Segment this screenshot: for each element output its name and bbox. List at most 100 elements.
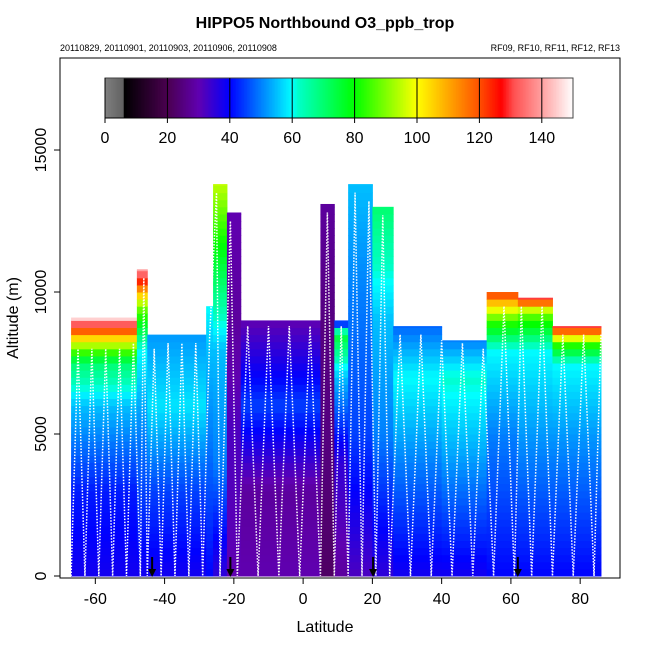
heatmap-cell: [206, 306, 214, 314]
heatmap-cell: [206, 519, 214, 527]
heatmap-cell: [226, 469, 242, 478]
colorbar-swatch: [275, 78, 277, 118]
heatmap-cell: [348, 469, 373, 478]
heatmap-cell: [372, 327, 394, 336]
heatmap-cell: [226, 554, 242, 563]
heatmap-cell: [226, 512, 242, 520]
colorbar-swatch: [510, 78, 513, 118]
heatmap-cell: [147, 398, 207, 407]
heatmap-cell: [441, 483, 488, 492]
colorbar-swatch: [509, 78, 511, 118]
heatmap-cell: [441, 547, 488, 556]
heatmap-cell: [517, 405, 553, 414]
colorbar-swatch: [150, 78, 153, 118]
colorbar-swatch: [504, 78, 507, 118]
heatmap-cell: [372, 398, 394, 407]
heatmap-cell: [393, 469, 443, 478]
heatmap-cell: [393, 341, 443, 350]
heatmap-cell: [213, 221, 228, 229]
heatmap-cell: [348, 561, 373, 570]
colorbar-swatch: [125, 78, 128, 118]
colorbar-swatch: [209, 78, 212, 118]
heatmap-cell: [226, 497, 242, 506]
colorbar-swatch: [222, 78, 224, 118]
heatmap-cell: [240, 497, 321, 506]
heatmap-cell: [226, 363, 242, 371]
heatmap-cell: [372, 277, 394, 286]
heatmap-cell: [334, 348, 349, 357]
heatmap-cell: [348, 490, 373, 499]
colorbar-swatch: [448, 78, 451, 118]
heatmap-cell: [552, 526, 602, 534]
colorbar-swatch: [449, 78, 452, 118]
heatmap-cell: [334, 370, 349, 378]
heatmap-cell: [517, 297, 553, 300]
heatmap-cell: [441, 426, 488, 435]
colorbar-swatch: [197, 78, 199, 118]
colorbar-swatch: [348, 78, 351, 118]
colorbar-swatch: [443, 78, 446, 118]
heatmap-cell: [372, 568, 394, 577]
colorbar-swatch: [179, 78, 182, 118]
heatmap-cell: [147, 426, 207, 435]
heatmap-cell: [226, 320, 242, 329]
heatmap-cell: [372, 441, 394, 449]
heatmap-cell: [334, 469, 349, 478]
colorbar-swatch: [401, 78, 404, 118]
colorbar-swatch: [516, 78, 519, 118]
heatmap-cell: [213, 199, 228, 208]
heatmap-cell: [320, 334, 335, 343]
heatmap-cell: [240, 512, 321, 520]
heatmap-cell: [517, 441, 553, 449]
colorbar-swatch: [218, 78, 221, 118]
colorbar-swatch: [440, 78, 443, 118]
heatmap-cell: [334, 398, 349, 407]
colorbar-swatch: [120, 78, 123, 118]
colorbar-tick-label: 40: [221, 130, 239, 147]
heatmap-cell: [136, 299, 148, 307]
heatmap-cell: [136, 270, 148, 279]
heatmap-cell: [372, 320, 394, 329]
heatmap-cell: [213, 363, 228, 371]
heatmap-cell: [348, 363, 373, 371]
heatmap-cell: [441, 476, 488, 485]
heatmap-cell: [486, 426, 519, 435]
heatmap-cell: [226, 405, 242, 414]
x-tick-label: 20: [363, 591, 381, 608]
heatmap-cell: [393, 547, 443, 556]
heatmap-cell: [334, 561, 349, 570]
heatmap-cell: [372, 306, 394, 314]
heatmap-cell: [348, 391, 373, 400]
heatmap-cell: [517, 363, 553, 371]
heatmap-cell: [320, 284, 335, 293]
heatmap-cell: [320, 242, 335, 250]
heatmap-cell: [552, 405, 602, 414]
heatmap-cell: [226, 540, 242, 549]
heatmap-cell: [348, 292, 373, 300]
colorbar-swatch: [126, 78, 129, 118]
colorbar-swatch: [250, 78, 253, 118]
arrow-marker-head: [369, 569, 378, 577]
colorbar-swatch: [462, 78, 465, 118]
heatmap-cell: [226, 341, 242, 350]
colorbar-swatch: [331, 78, 334, 118]
heatmap-cell: [441, 526, 488, 534]
heatmap-cell: [320, 384, 335, 392]
heatmap-cell: [348, 184, 373, 187]
heatmap-cell: [486, 469, 519, 478]
heatmap-cell: [147, 355, 207, 364]
colorbar-swatch: [446, 78, 449, 118]
heatmap-cell: [441, 355, 488, 364]
x-tick-label: 40: [433, 591, 451, 608]
heatmap-cell: [486, 554, 519, 563]
colorbar-swatch: [122, 78, 125, 118]
heatmap-cell: [226, 313, 242, 321]
heatmap-cell: [372, 554, 394, 563]
heatmap-cell: [441, 455, 488, 463]
heatmap-cell: [552, 497, 602, 506]
colorbar-swatch: [173, 78, 176, 118]
heatmap-cell: [147, 533, 207, 542]
heatmap-cell: [393, 326, 443, 329]
colorbar-swatch: [381, 78, 384, 118]
heatmap-cell: [240, 327, 321, 336]
